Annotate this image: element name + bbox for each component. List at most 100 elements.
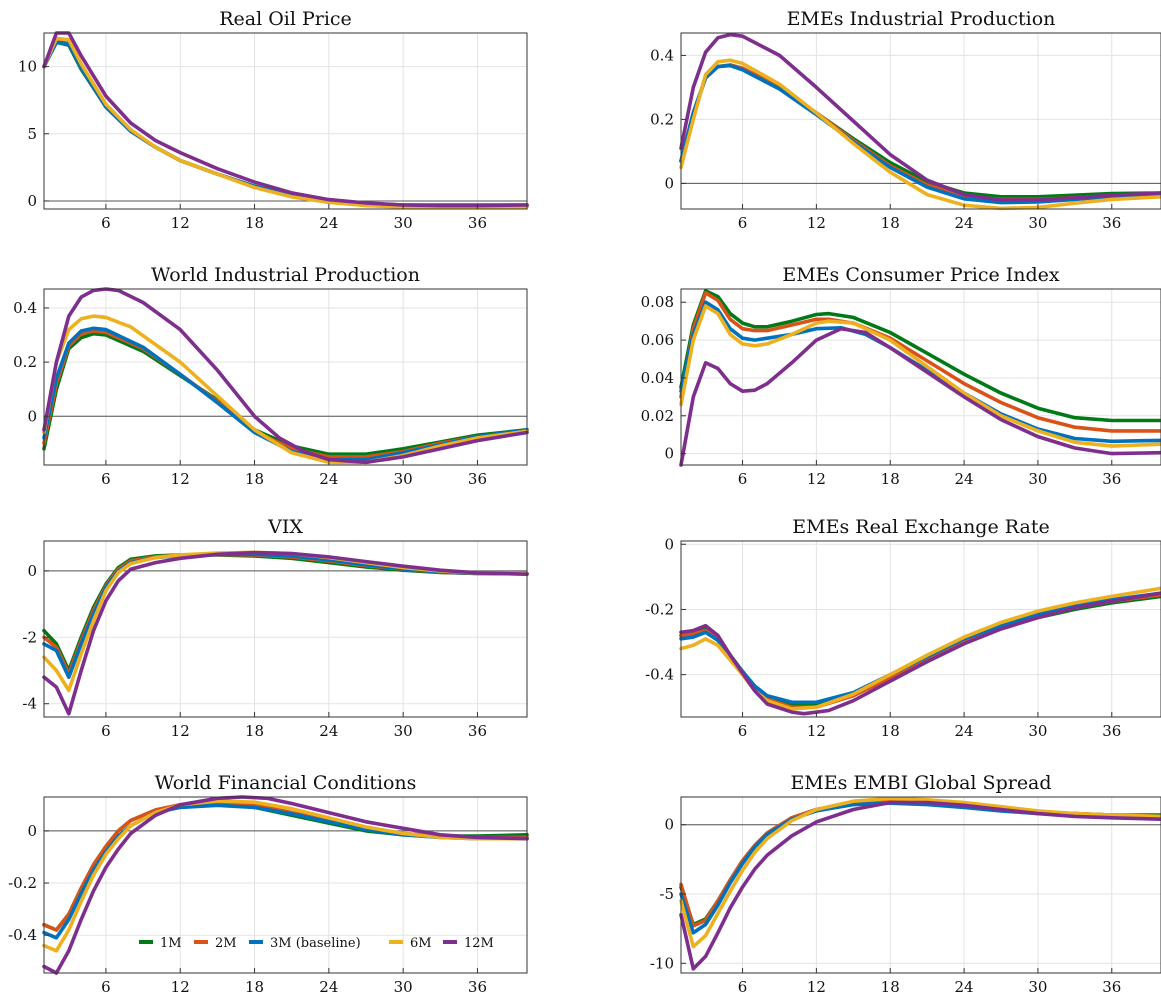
x-tick-label: 6 <box>738 470 748 488</box>
plot-frame <box>680 288 1161 466</box>
y-tick-label: 0.4 <box>13 299 37 317</box>
series-line <box>679 289 1161 423</box>
panel-title: VIX <box>267 516 303 538</box>
x-tick-label: 30 <box>1028 978 1047 996</box>
x-tick-label: 30 <box>1028 214 1047 232</box>
series-line <box>679 586 1161 711</box>
panel-title: Real Oil Price <box>219 8 352 30</box>
y-tick-label: 0.2 <box>13 353 37 371</box>
legend-label: 3M (baseline) <box>270 936 361 951</box>
y-tick-label: 0 <box>27 822 37 840</box>
x-tick-label: 18 <box>881 470 900 488</box>
x-tick-label: 36 <box>468 470 487 488</box>
x-tick-label: 36 <box>468 214 487 232</box>
series-line <box>42 287 529 465</box>
y-tick-label: -5 <box>659 885 674 903</box>
plot-frame <box>680 796 1161 974</box>
x-tick-label: 12 <box>807 214 826 232</box>
x-tick-label: 24 <box>955 978 974 996</box>
x-tick-label: 30 <box>394 470 413 488</box>
series-line <box>679 800 1161 971</box>
x-tick-label: 18 <box>881 214 900 232</box>
x-tick-label: 30 <box>1028 470 1047 488</box>
legend-label: 1M <box>160 936 182 951</box>
x-tick-label: 30 <box>1028 722 1047 740</box>
x-tick-label: 6 <box>738 722 748 740</box>
x-tick-label: 24 <box>955 470 974 488</box>
panel-title: World Industrial Production <box>151 264 420 286</box>
x-tick-label: 6 <box>101 722 111 740</box>
panel-title: EMEs Consumer Price Index <box>782 264 1060 286</box>
x-tick-label: 6 <box>101 978 111 996</box>
panel-title: World Financial Conditions <box>155 772 417 794</box>
legend-label: 12M <box>464 936 494 951</box>
x-tick-label: 12 <box>807 978 826 996</box>
series-line <box>42 36 529 210</box>
plot-frame <box>43 796 528 974</box>
x-tick-label: 36 <box>1102 214 1121 232</box>
y-tick-label: 0 <box>664 174 674 192</box>
x-tick-label: 6 <box>101 470 111 488</box>
series-line <box>42 550 529 716</box>
panel-title: EMEs Real Exchange Rate <box>792 516 1049 538</box>
panel-title: EMEs EMBI Global Spread <box>790 772 1051 794</box>
plot-area <box>44 33 527 209</box>
panel-title: EMEs Industrial Production <box>787 8 1056 30</box>
x-tick-label: 12 <box>171 470 190 488</box>
x-tick-label: 30 <box>394 214 413 232</box>
y-tick-label: -0.2 <box>645 600 674 618</box>
x-tick-label: 36 <box>468 722 487 740</box>
y-tick-label: 0.04 <box>641 369 674 387</box>
chart-panel: 6 12 18 24 30 36 0 0.2 0.4 World Industrial Produ… <box>13 264 529 488</box>
x-tick-label: 6 <box>738 214 748 232</box>
plot-area <box>681 289 1161 465</box>
x-tick-label: 18 <box>245 722 264 740</box>
x-tick-label: 36 <box>1102 470 1121 488</box>
y-tick-label: 0.4 <box>650 46 674 64</box>
series-line <box>679 291 1161 433</box>
x-tick-label: 6 <box>101 214 111 232</box>
x-tick-label: 36 <box>468 978 487 996</box>
plot-frame <box>43 32 528 210</box>
chart-panel: 6 12 18 24 30 36 -4 -2 0 VIX <box>22 516 529 740</box>
x-tick-label: 30 <box>394 978 413 996</box>
series-line <box>42 795 529 975</box>
x-tick-label: 24 <box>955 722 974 740</box>
x-tick-label: 18 <box>245 978 264 996</box>
y-tick-label: 5 <box>27 125 37 143</box>
legend-label: 2M <box>215 936 237 951</box>
plot-frame <box>680 540 1161 718</box>
plot-frame <box>43 288 528 466</box>
x-tick-label: 24 <box>319 470 338 488</box>
y-tick-label: 0 <box>664 445 674 463</box>
x-tick-label: 12 <box>171 722 190 740</box>
y-tick-label: 0.02 <box>641 407 674 425</box>
x-tick-label: 12 <box>807 722 826 740</box>
series-line <box>679 32 1161 202</box>
x-tick-label: 18 <box>881 978 900 996</box>
y-tick-label: 10 <box>18 58 37 76</box>
chart-panel: 6 12 18 24 30 36 -10 -5 0 EMEs EMBI Global Spread <box>650 772 1161 996</box>
chart-panel: 6 12 18 24 30 36 -0.4 -0.2 0 World Financial Cond… <box>8 772 529 996</box>
y-tick-label: 0 <box>27 407 37 425</box>
series-line <box>679 326 1161 467</box>
x-tick-label: 18 <box>881 722 900 740</box>
series-line <box>42 31 529 208</box>
x-tick-label: 6 <box>738 978 748 996</box>
plot-area <box>681 541 1161 717</box>
x-tick-label: 12 <box>171 214 190 232</box>
y-tick-label: 0 <box>27 192 37 210</box>
x-tick-label: 12 <box>171 978 190 996</box>
y-tick-label: 0.2 <box>650 110 674 128</box>
chart-panel: 6 12 18 24 30 36 -0.4 -0.2 0 EMEs Real Exchange R… <box>645 516 1161 740</box>
plot-frame <box>680 32 1161 210</box>
plot-frame <box>43 540 528 718</box>
y-tick-label: 0.06 <box>641 331 674 349</box>
series-line <box>679 796 1161 949</box>
series-line <box>679 58 1161 211</box>
legend-label: 6M <box>410 936 432 951</box>
chart-panel: 6 12 18 24 30 36 0 0.2 0.4 EMEs Industrial Produc… <box>650 8 1161 232</box>
x-tick-label: 36 <box>1102 722 1121 740</box>
chart-panel: 6 12 18 24 30 36 0 0.02 0.04 0.06 0.08 EMEs Consume… <box>641 264 1161 488</box>
